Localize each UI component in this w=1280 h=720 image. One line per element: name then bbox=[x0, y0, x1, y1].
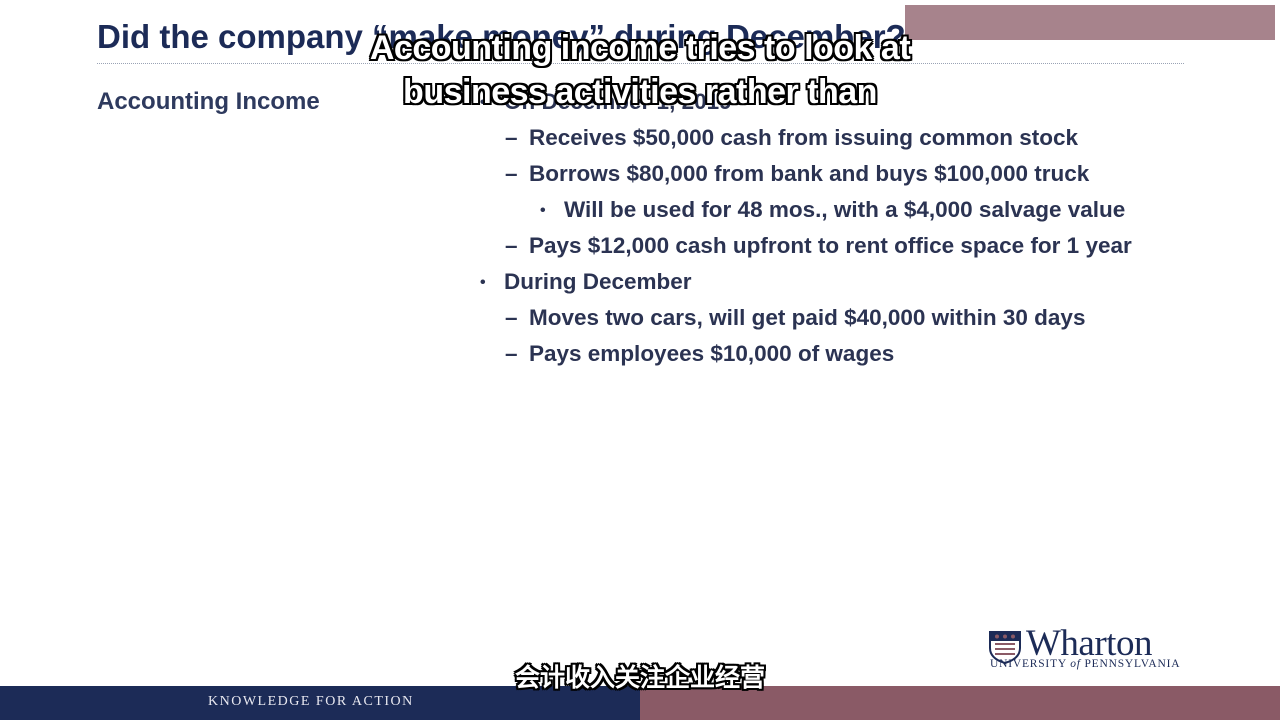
bullet-text: During December bbox=[504, 269, 692, 294]
logo-wordmark: Wharton bbox=[1026, 623, 1152, 664]
bullet-text: Pays employees $10,000 of wages bbox=[529, 341, 895, 366]
bullet-text: Moves two cars, will get paid $40,000 wi… bbox=[529, 305, 1086, 330]
bullet-item: – Borrows $80,000 from bank and buys $100… bbox=[505, 158, 1089, 190]
penn-shield-icon bbox=[989, 631, 1021, 664]
footer-navy-band: KNOWLEDGE FOR ACTION bbox=[0, 686, 640, 720]
top-accent-bar bbox=[905, 5, 1275, 40]
logo-sub-pennsylvania: PENNSYLVANIA bbox=[1080, 658, 1181, 670]
footer-tagline: KNOWLEDGE FOR ACTION bbox=[208, 694, 414, 709]
subtitle-line: business activities rather than bbox=[403, 73, 877, 111]
bullet-text: On December 1, 2019 bbox=[504, 89, 732, 114]
bullet-marker: • bbox=[540, 202, 546, 219]
bullet-marker: • bbox=[480, 94, 486, 111]
chinese-subtitle: 会计收入关注企业经营 bbox=[514, 663, 765, 692]
logo-sub-of: of bbox=[1070, 658, 1081, 670]
english-subtitle: Accounting income tries to look at busin… bbox=[0, 26, 1280, 114]
bullet-text: Borrows $80,000 from bank and buys $100,… bbox=[529, 161, 1090, 186]
bullet-marker: • bbox=[480, 274, 486, 291]
dash-marker: – bbox=[505, 341, 518, 366]
dash-marker: – bbox=[505, 125, 518, 150]
dash-marker: – bbox=[505, 305, 518, 330]
bullet-text: Will be used for 48 mos., with a $4,000 … bbox=[564, 197, 1126, 222]
subtitle-line: Accounting income tries to look at bbox=[369, 29, 911, 67]
bullet-item: • On December 1, 2019 bbox=[480, 86, 732, 118]
bullet-text: Receives $50,000 cash from issuing commo… bbox=[529, 125, 1078, 150]
bullet-item: – Pays employees $10,000 of wages bbox=[505, 338, 894, 370]
logo-subtitle: UNIVERSITY of PENNSYLVANIA bbox=[990, 658, 1180, 670]
slide-title: Did the company “make money” during Dece… bbox=[97, 18, 906, 55]
title-divider bbox=[97, 63, 1184, 64]
bullet-item: • Will be used for 48 mos., with a $4,000… bbox=[540, 194, 1125, 226]
bullet-item: – Pays $12,000 cash upfront to rent offic… bbox=[505, 230, 1132, 262]
bullet-text: Pays $12,000 cash upfront to rent office… bbox=[529, 233, 1132, 258]
logo-sub-university: UNIVERSITY bbox=[990, 658, 1071, 670]
dash-marker: – bbox=[505, 161, 518, 186]
wharton-logo: Wharton UNIVERSITY of PENNSYLVANIA bbox=[988, 623, 1193, 674]
section-label: Accounting Income bbox=[97, 88, 320, 115]
bullet-item: – Receives $50,000 cash from issuing comm… bbox=[505, 122, 1078, 154]
footer-maroon-band bbox=[640, 686, 1280, 720]
bullet-item: • During December bbox=[480, 266, 692, 298]
bullet-item: – Moves two cars, will get paid $40,000 w… bbox=[505, 302, 1085, 334]
dash-marker: – bbox=[505, 233, 518, 258]
